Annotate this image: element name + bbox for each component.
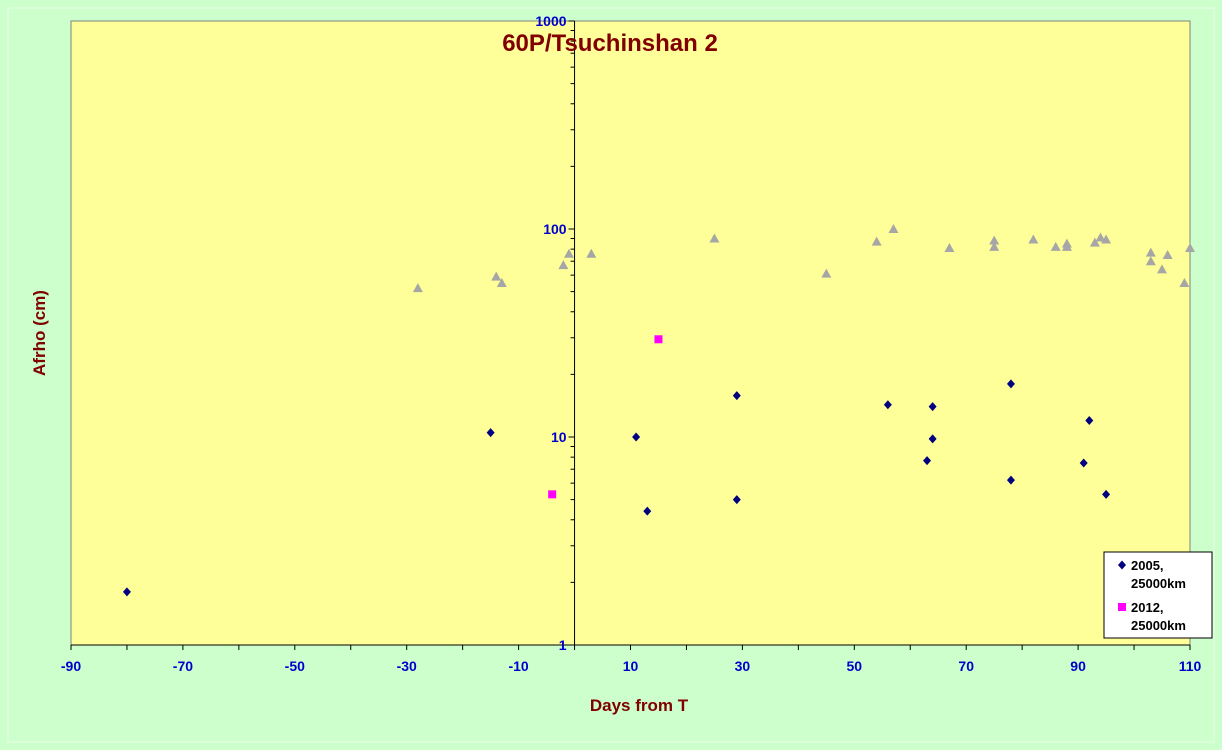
data-point-triangle [1145, 247, 1156, 257]
data-point-triangle [1061, 238, 1072, 248]
plot-area [70, 20, 1191, 646]
data-point-triangle [888, 224, 899, 233]
legend-marker-diamond [1118, 560, 1126, 570]
x-tick-label: -50 [285, 658, 305, 674]
legend-label: 2012, 25000km [1131, 600, 1186, 633]
x-tick-label: 50 [847, 658, 863, 674]
data-point-triangle [1145, 256, 1156, 266]
data-point-triangle [1050, 241, 1061, 251]
data-point-triangle [1095, 232, 1106, 242]
legend-label: 2005, 25000km [1131, 558, 1186, 591]
data-point-diamond [1085, 416, 1094, 426]
data-point-triangle [586, 248, 597, 258]
data-point-triangle [1162, 249, 1173, 259]
legend-item: 2005, 25000km [1118, 558, 1186, 591]
data-point-triangle [871, 236, 882, 246]
x-tick-label: -30 [397, 658, 417, 674]
x-tick-label: 70 [958, 658, 974, 674]
legend: 2005, 25000km 2012, 25000km [1103, 551, 1213, 639]
data-point-diamond [643, 506, 652, 516]
x-axis: -90 -70 -50 -30 -10 10 30 50 70 90 110 [61, 645, 1202, 674]
y-axis: 1 10 100 1000 [535, 13, 575, 653]
y-tick-label: 1 [559, 637, 567, 653]
y-tick-label: 1000 [535, 13, 566, 29]
data-point-diamond [1079, 458, 1088, 468]
data-point-square [548, 490, 557, 499]
x-tick-label: 90 [1070, 658, 1086, 674]
data-point-triangle [1179, 278, 1190, 288]
data-point-diamond [928, 402, 937, 412]
legend-label-line: 2012, [1131, 600, 1164, 615]
data-point-diamond [732, 495, 741, 505]
data-point-triangle [989, 235, 1000, 245]
chart-title: 60P/Tsuchinshan 2 [502, 30, 718, 57]
data-point-triangle [563, 248, 574, 258]
data-point-triangle [1185, 243, 1195, 253]
data-point-diamond [883, 400, 892, 410]
series-square [548, 335, 663, 499]
x-axis-title: Days from T [590, 696, 689, 715]
data-point-diamond [928, 434, 937, 444]
data-point-triangle [821, 268, 832, 278]
data-point-triangle [1028, 234, 1039, 244]
series-triangle [412, 224, 1195, 293]
data-point-diamond [486, 428, 495, 438]
data-point-diamond [632, 432, 641, 442]
data-points [122, 224, 1195, 597]
legend-label-line: 2005, [1131, 558, 1164, 573]
legend-marker-square [1118, 603, 1126, 611]
data-point-diamond [1102, 489, 1111, 499]
legend-item: 2012, 25000km [1118, 600, 1186, 633]
y-tick-label: 100 [543, 221, 567, 237]
y-tick-label: 10 [551, 429, 567, 445]
data-point-triangle [496, 278, 507, 288]
data-point-triangle [1089, 237, 1100, 247]
legend-label-line: 25000km [1131, 576, 1186, 591]
x-tick-label: 30 [735, 658, 751, 674]
series-diamond [122, 379, 1111, 597]
data-point-diamond [1006, 475, 1015, 485]
x-tick-label: -70 [173, 658, 193, 674]
x-tick-label: 110 [1179, 658, 1202, 674]
data-point-diamond [122, 587, 131, 597]
y-axis-title: Afrho (cm) [30, 290, 49, 376]
data-point-triangle [491, 271, 502, 281]
data-point-square [654, 335, 663, 344]
data-point-triangle [412, 283, 423, 293]
data-point-diamond [732, 391, 741, 401]
data-point-triangle [989, 241, 1000, 251]
data-point-diamond [1006, 379, 1015, 389]
x-tick-label: 10 [623, 658, 639, 674]
legend-label-line: 25000km [1131, 618, 1186, 633]
data-point-triangle [558, 260, 569, 270]
x-tick-label: -10 [508, 658, 528, 674]
data-point-triangle [709, 233, 720, 243]
data-point-triangle [944, 243, 955, 253]
data-point-diamond [923, 456, 932, 466]
data-point-triangle [1101, 234, 1112, 244]
data-point-triangle [1157, 264, 1168, 274]
x-tick-label: -90 [61, 658, 81, 674]
